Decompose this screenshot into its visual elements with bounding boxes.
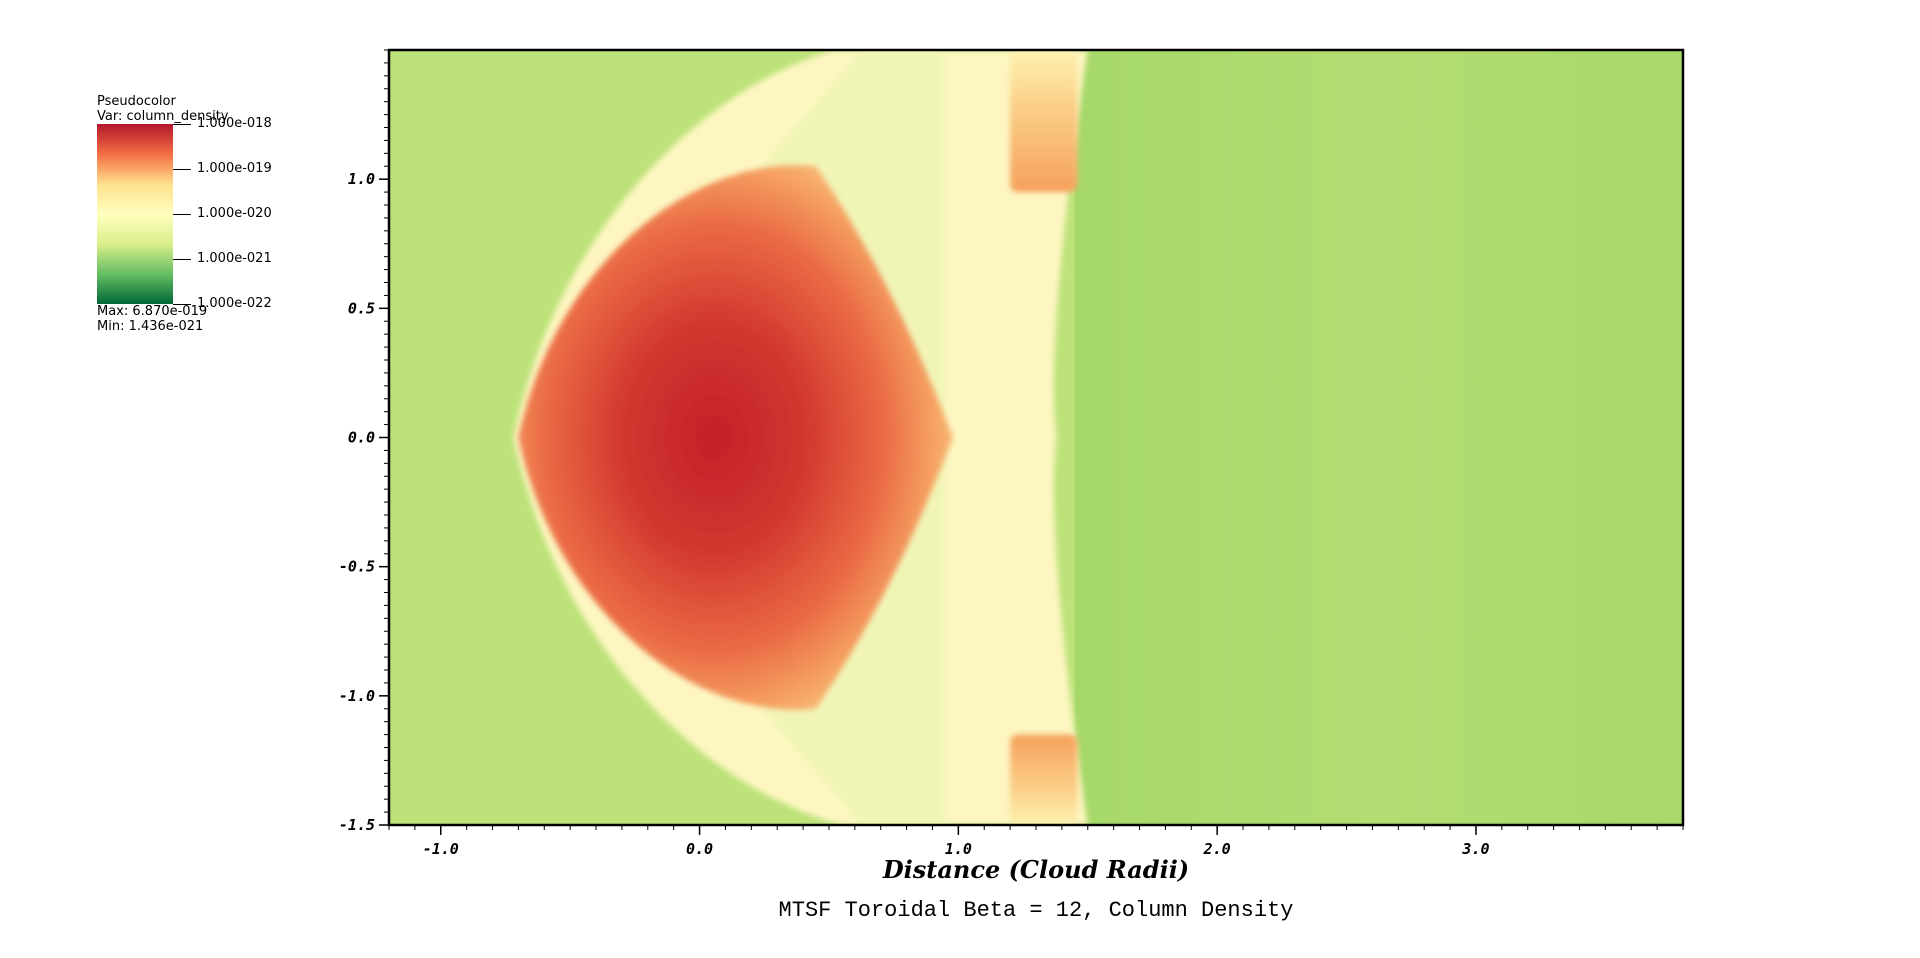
- x-axis-label: Distance (Cloud Radii): [882, 855, 1189, 884]
- x-tick-label: 0.0: [686, 840, 713, 858]
- colorbar-tick: [173, 304, 191, 305]
- x-tick-label: 2.0: [1203, 840, 1231, 858]
- cloud-core: [518, 165, 954, 710]
- colorbar-tick-label: 1.000e-021: [197, 251, 272, 266]
- x-tick-label: -1.0: [423, 840, 459, 858]
- chart-title: MTSF Toroidal Beta = 12, Column Density: [779, 898, 1294, 923]
- y-tick-label: -1.5: [339, 816, 375, 834]
- y-tick-label: 0.0: [348, 429, 375, 447]
- colorbar-tick: [173, 169, 191, 170]
- colorbar-tick: [173, 259, 191, 260]
- colorbar: 1.000e-018 1.000e-019 1.000e-020 1.000e-021…: [97, 116, 317, 311]
- legend-variable: Var: column_density: [97, 109, 229, 124]
- colorbar-tick-label: 1.000e-018: [197, 116, 272, 131]
- y-tick-label: -0.5: [339, 558, 375, 576]
- legend-title: Pseudocolor: [97, 94, 176, 109]
- colorbar-legend: Pseudocolor Var: column_density 1.000e-0…: [97, 94, 317, 334]
- colorbar-tick-label: 1.000e-022: [197, 296, 272, 311]
- y-tick-label: -1.0: [339, 687, 375, 705]
- colorbar-tick: [173, 124, 191, 125]
- colorbar-gradient: [97, 124, 173, 304]
- x-tick-label: 3.0: [1461, 840, 1489, 858]
- x-axis: -1.0 0.0 1.0 2.0 3.0: [388, 825, 1684, 858]
- y-tick-label: 1.0: [348, 170, 375, 188]
- plume-bottom: [1010, 734, 1078, 825]
- colorbar-tick-label: 1.000e-020: [197, 206, 272, 221]
- colorbar-tick: [173, 214, 191, 215]
- plume-top: [1010, 50, 1078, 193]
- heatmap-field: [389, 50, 1683, 825]
- legend-max: Max: 6.870e-019: [97, 304, 208, 319]
- y-tick-label: 0.5: [348, 299, 375, 317]
- x-tick-label: 1.0: [945, 840, 972, 858]
- y-axis: 1.0 0.5 0.0 -0.5 -1.0 -1.5: [339, 49, 389, 834]
- legend-min: Min: 1.436e-021: [97, 319, 204, 334]
- wake-region: [1074, 50, 1683, 825]
- colorbar-tick-label: 1.000e-019: [197, 161, 272, 176]
